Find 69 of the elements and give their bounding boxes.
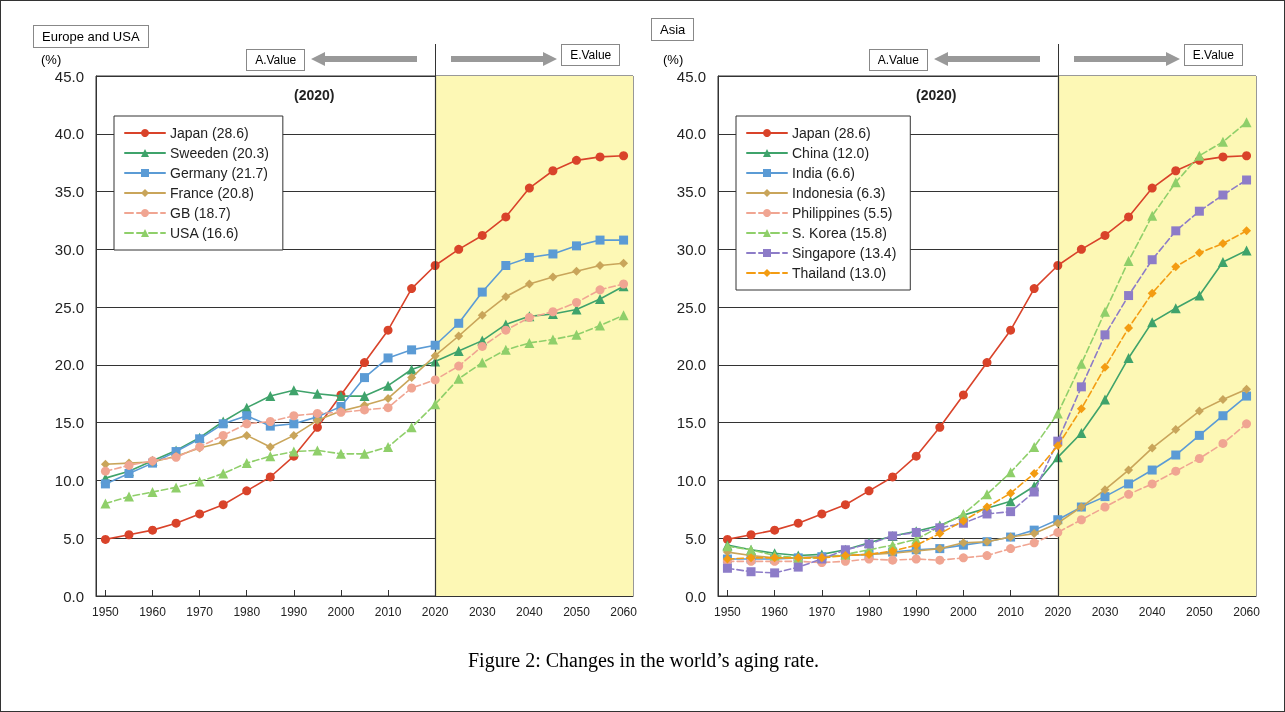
y-tick-label: 35.0 <box>54 183 84 201</box>
x-tick-label: 1950 <box>92 605 120 619</box>
y-tick-label: 20.0 <box>676 356 706 374</box>
y-tick-label: 5.0 <box>685 529 706 547</box>
legend-label: Germany (21.7) <box>170 165 269 181</box>
x-tick-label: 2010 <box>997 605 1025 619</box>
legend-label: Singapore (13.4) <box>792 245 897 261</box>
caption: Figure 2: Changes in the world’s aging rate. <box>466 649 820 672</box>
y-tick-label: 25.0 <box>676 298 706 316</box>
y-tick-label: 25.0 <box>54 298 84 316</box>
y-tick-label: 40.0 <box>676 125 706 143</box>
x-tick-label: 1950 <box>714 605 742 619</box>
x-tick-label: 1980 <box>233 605 261 619</box>
x-tick-label: 2060 <box>1233 605 1261 619</box>
legend-label: Japan (28.6) <box>792 125 871 141</box>
legend-label: Philippines (5.5) <box>792 205 893 221</box>
x-tick-label: 2010 <box>374 605 402 619</box>
legend-label: S. Korea (15.8) <box>792 225 887 241</box>
x-tick-label: 2040 <box>1138 605 1166 619</box>
y-tick-label: 30.0 <box>676 240 706 258</box>
x-tick-label: 2020 <box>421 605 449 619</box>
x-tick-label: 2020 <box>1044 605 1072 619</box>
x-tick-label: 2040 <box>516 605 544 619</box>
y-tick-label: 0.0 <box>685 587 706 605</box>
x-tick-label: 1970 <box>186 605 214 619</box>
legend-label: India (6.6) <box>792 165 856 181</box>
x-tick-label: 2050 <box>1186 605 1214 619</box>
legend-title: (2020) <box>294 87 335 103</box>
y-axis-title: (%) <box>41 52 62 67</box>
y-tick-label: 45.0 <box>676 67 706 85</box>
x-tick-label: 1990 <box>280 605 308 619</box>
x-tick-label: 2000 <box>950 605 978 619</box>
x-tick-label: 1980 <box>855 605 883 619</box>
y-tick-label: 10.0 <box>54 471 84 489</box>
x-tick-label: 1960 <box>761 605 789 619</box>
y-tick-label: 10.0 <box>676 471 706 489</box>
y-tick-label: 15.0 <box>54 414 84 432</box>
chart-title: Asia <box>651 18 695 41</box>
y-tick-label: 0.0 <box>63 587 84 605</box>
legend-label: GB (18.7) <box>170 205 231 221</box>
legend-label: Thailand (13.0) <box>792 265 887 281</box>
x-tick-label: 2000 <box>327 605 355 619</box>
text: A.Value <box>868 49 928 71</box>
x-tick-label: 2030 <box>468 605 496 619</box>
y-tick-label: 35.0 <box>676 183 706 201</box>
x-tick-label: 2060 <box>610 605 638 619</box>
text: E.Value <box>561 44 621 66</box>
y-tick-label: 5.0 <box>63 529 84 547</box>
legend-label: France (20.8) <box>170 185 255 201</box>
legend-label: Japan (28.6) <box>170 125 249 141</box>
y-tick-label: 45.0 <box>54 67 84 85</box>
y-axis-title: (%) <box>663 52 684 67</box>
x-tick-label: 1960 <box>139 605 167 619</box>
legend-label: Indonesia (6.3) <box>792 185 886 201</box>
legend-title: (2020) <box>916 87 957 103</box>
legend-label: Sweeden (20.3) <box>170 145 269 161</box>
y-tick-label: 15.0 <box>676 414 706 432</box>
x-tick-label: 1990 <box>902 605 930 619</box>
legend-label: USA (16.6) <box>170 225 239 241</box>
text: E.Value <box>1183 44 1243 66</box>
legend-label: China (12.0) <box>792 145 870 161</box>
y-tick-label: 30.0 <box>54 240 84 258</box>
text: A.Value <box>246 49 306 71</box>
chart-title: Europe and USA <box>33 25 149 48</box>
x-tick-label: 2030 <box>1091 605 1119 619</box>
y-tick-label: 20.0 <box>54 356 84 374</box>
x-tick-label: 1970 <box>808 605 836 619</box>
x-tick-label: 2050 <box>563 605 591 619</box>
y-tick-label: 40.0 <box>54 125 84 143</box>
